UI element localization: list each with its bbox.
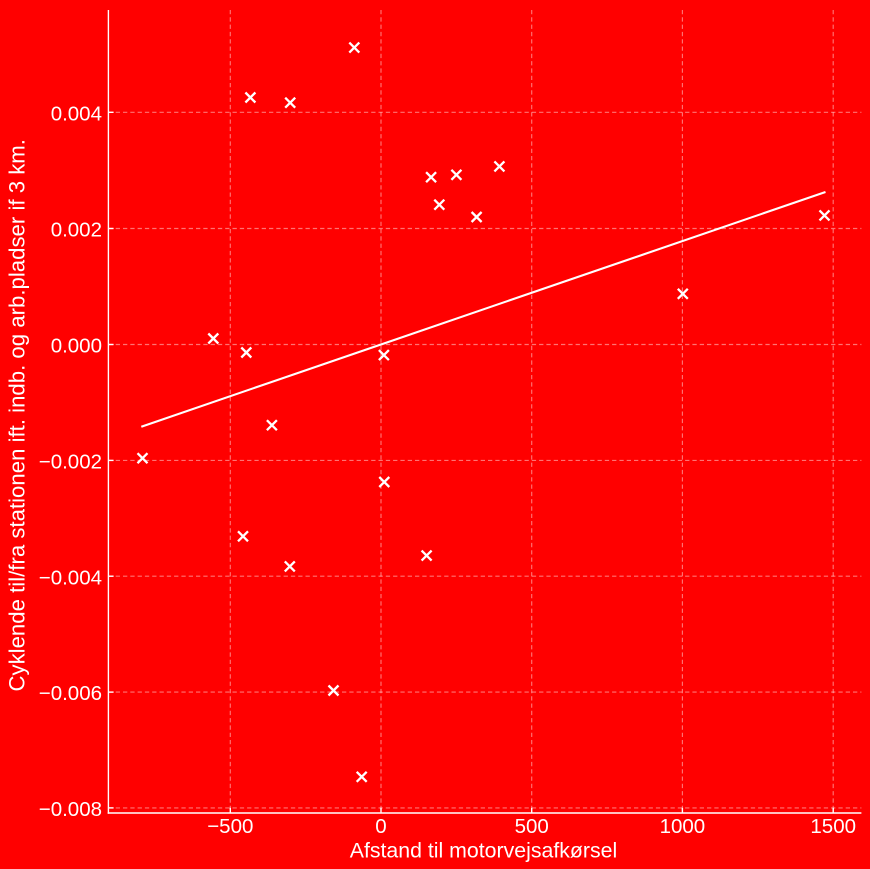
svg-text:0.002: 0.002 xyxy=(51,219,102,242)
svg-text:1500: 1500 xyxy=(810,815,856,838)
svg-text:−0.008: −0.008 xyxy=(39,798,102,821)
svg-text:−500: −500 xyxy=(207,815,253,838)
svg-text:0: 0 xyxy=(375,815,386,838)
svg-text:0.000: 0.000 xyxy=(51,335,102,358)
svg-text:−0.006: −0.006 xyxy=(39,682,102,705)
svg-text:500: 500 xyxy=(515,815,549,838)
svg-text:−0.004: −0.004 xyxy=(39,566,102,589)
svg-text:Cyklende til/fra stationen ift: Cyklende til/fra stationen ift. indb. og… xyxy=(4,139,29,692)
svg-text:1000: 1000 xyxy=(660,815,706,838)
svg-text:0.004: 0.004 xyxy=(51,102,102,125)
svg-text:−0.002: −0.002 xyxy=(39,451,102,474)
svg-text:Afstand til motorvejsafkørsel: Afstand til motorvejsafkørsel xyxy=(350,839,617,863)
